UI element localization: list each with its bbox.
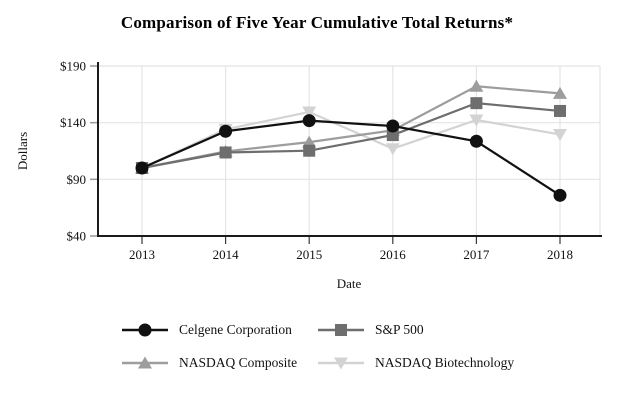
data-point-circle [138,323,152,337]
x-axis-title: Date [337,276,362,291]
y-tick-label: $40 [67,229,87,244]
x-tick-label: 2013 [129,247,155,262]
x-tick-label: 2017 [463,247,490,262]
legend-item-nasdaq-biotechnology: NASDAQ Biotechnology [318,355,514,371]
data-point-circle [302,114,316,128]
data-point-triangle-up [138,356,152,369]
data-point-triangle-up [302,135,317,148]
axes [97,62,602,237]
data-point-square [303,144,316,157]
series-celgene-corporation [135,114,567,202]
legend-marker-circle-icon [122,322,168,338]
legend-label: NASDAQ Biotechnology [375,355,515,370]
legend-item-sp-500: S&P 500 [318,322,514,338]
data-point-circle [553,188,567,202]
x-tick-label: 2018 [547,247,573,262]
data-series [135,79,567,202]
legend-marker-square-icon [318,322,364,338]
legend-marker-triangle-down-icon [318,355,364,371]
y-tick-label: $90 [67,172,87,187]
y-tick-label: $140 [60,115,86,130]
legend-label: S&P 500 [375,322,424,337]
data-point-circle [219,124,233,138]
data-point-circle [469,134,483,148]
data-point-triangle-down [302,106,317,119]
y-tick-label: $190 [60,59,86,74]
axis-ticks [90,65,561,244]
x-tick-label: 2016 [380,247,407,262]
data-point-triangle-up [469,79,484,92]
data-point-triangle-down [385,143,400,156]
data-point-circle [135,161,149,175]
line-chart: $40 $90 $140 $190 2013 2014 2015 2016 2017 2018 D… [15,59,602,291]
data-point-triangle-down [553,128,567,141]
x-tick-label: 2015 [296,247,322,262]
chart-title: Comparison of Five Year Cumulative Total… [120,13,514,32]
data-point-square [335,324,347,336]
data-point-square [554,104,566,117]
axis-tick-labels: $40 $90 $140 $190 2013 2014 2015 2016 2017 2018 [60,59,573,263]
series-nasdaq-biotechnology [135,106,567,175]
data-point-square [219,146,232,159]
legend-item-celgene-corporation: Celgene Corporation [122,322,318,338]
legend-marker-triangle-up-icon [122,355,168,371]
data-point-circle [386,119,400,133]
legend-label: NASDAQ Composite [179,355,298,370]
data-point-square [470,97,483,110]
data-point-square [386,129,399,142]
x-tick-label: 2014 [213,247,240,262]
data-point-triangle-down [469,114,484,127]
y-axis-title: Dollars [15,132,30,170]
legend-item-nasdaq-composite: NASDAQ Composite [122,355,318,371]
series-s-p-500 [136,97,566,174]
series-nasdaq-composite [135,79,567,174]
legend-label: Celgene Corporation [179,322,292,337]
data-point-triangle-up [553,86,567,99]
data-point-triangle-down [334,357,348,370]
legend: Celgene Corporation S&P 500 NASDAQ Compo… [122,322,514,371]
gridlines [98,65,601,236]
